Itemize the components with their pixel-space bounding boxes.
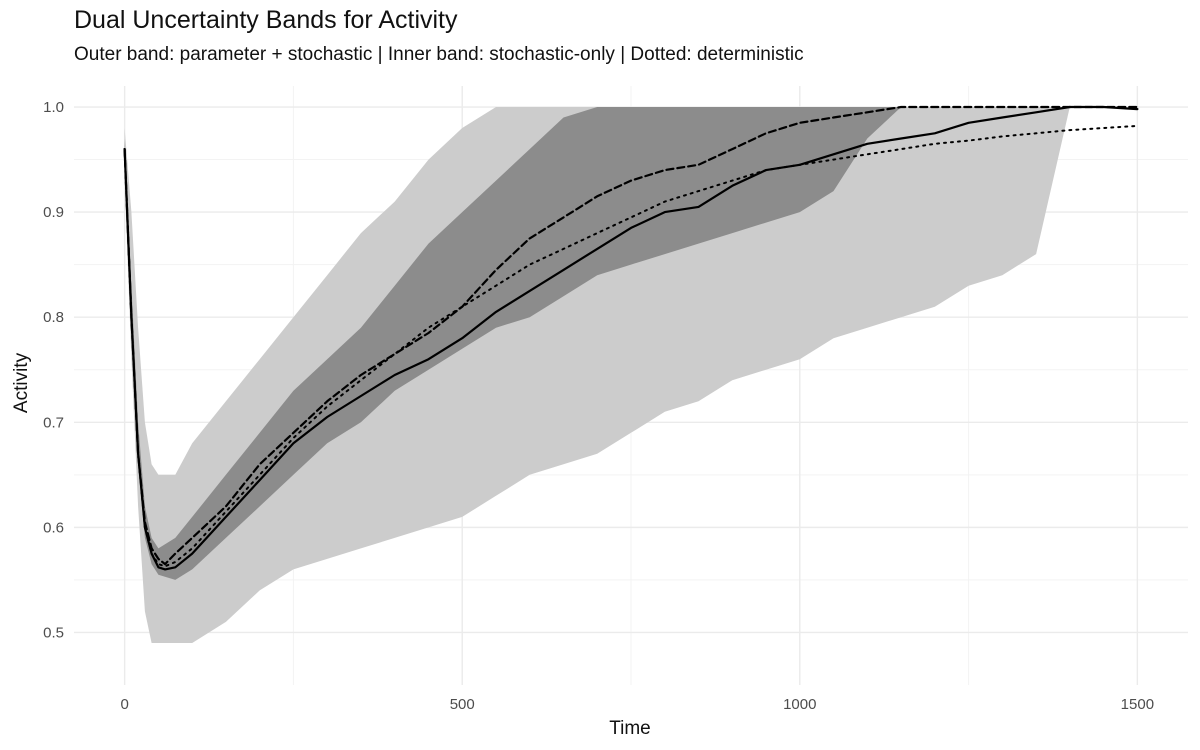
uncertainty-bands [124,107,1138,643]
y-tick-label: 0.8 [43,309,64,326]
outer-band [124,107,1138,643]
chart-title: Dual Uncertainty Bands for Activity [74,6,458,34]
y-tick-label: 1.0 [43,99,64,116]
axis-ticks: 0 500 1000 1500 0.5 0.6 0.7 0.8 0.9 1.0 [43,99,1154,713]
y-tick-label: 0.9 [43,204,64,221]
y-tick-label: 0.7 [43,414,64,431]
x-tick-label: 500 [450,696,475,713]
x-axis-title: Time [609,718,651,739]
x-tick-label: 1500 [1121,696,1154,713]
chart-subtitle: Outer band: parameter + stochastic | Inn… [74,44,804,65]
dashed-line [123,105,1139,566]
x-tick-label: 1000 [783,696,816,713]
y-axis-title: Activity [11,352,32,413]
y-tick-label: 0.5 [43,624,64,641]
inner-band [124,107,902,580]
x-tick-label: 0 [120,696,128,713]
solid-line [123,105,1139,571]
series-lines [123,105,1139,571]
y-tick-label: 0.6 [43,519,64,536]
